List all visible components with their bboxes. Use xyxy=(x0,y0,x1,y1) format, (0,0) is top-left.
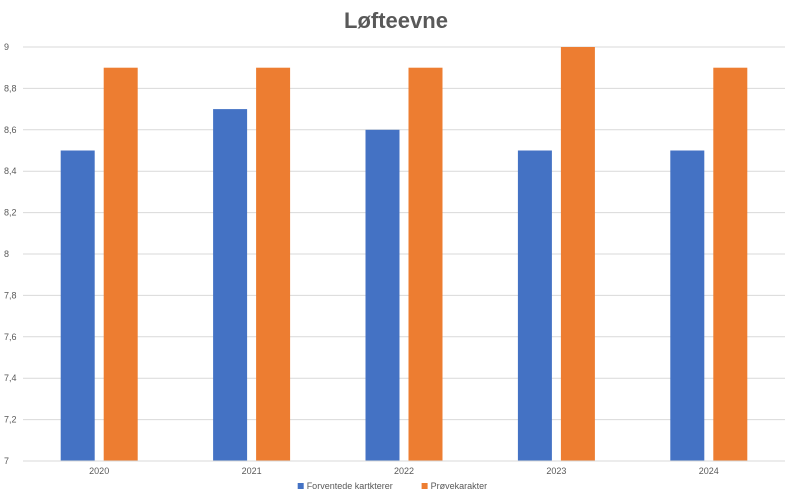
y-tick-label: 7 xyxy=(4,456,9,466)
y-tick-label: 8 xyxy=(4,249,9,259)
legend-swatch xyxy=(421,483,428,489)
bar-provekarakter-2023 xyxy=(560,47,595,461)
x-tick-label: 2020 xyxy=(89,466,109,476)
y-tick-label: 9 xyxy=(4,42,9,52)
legend-label: Forventede kartkterer xyxy=(307,481,393,491)
y-tick-label: 8,8 xyxy=(4,83,17,93)
gridlines xyxy=(23,46,785,421)
legend-entry: Prøvekarakter xyxy=(421,481,488,491)
x-tick-label: 2024 xyxy=(699,466,719,476)
bar-provekarakter-2024 xyxy=(713,67,748,461)
x-tick-label: 2022 xyxy=(394,466,414,476)
legend-label: Prøvekarakter xyxy=(431,481,488,491)
y-tick-label: 8,2 xyxy=(4,208,17,218)
legend-entry: Forventede kartkterer xyxy=(297,481,393,491)
bar-forventede-2021 xyxy=(213,109,248,461)
bar-provekarakter-2022 xyxy=(408,67,443,461)
bar-forventede-2024 xyxy=(670,150,705,461)
bar-forventede-2020 xyxy=(60,150,95,461)
x-tick-label: 2023 xyxy=(546,466,566,476)
legend: Forventede kartkterer Prøvekarakter xyxy=(297,481,488,491)
bar-forventede-2022 xyxy=(365,129,400,462)
y-tick-label: 7,4 xyxy=(4,373,17,383)
y-tick-label: 7,6 xyxy=(4,332,17,342)
y-axis: 7 7,2 7,4 7,6 7,8 8 8,2 8,4 8,6 8,8 9 xyxy=(4,42,17,466)
x-axis: 2020 2021 2022 2023 2024 xyxy=(23,460,785,476)
y-tick-label: 8,6 xyxy=(4,125,17,135)
y-tick-label: 7,2 xyxy=(4,415,17,425)
y-tick-label: 8,4 xyxy=(4,166,17,176)
bar-provekarakter-2020 xyxy=(103,67,138,461)
bar-forventede-2023 xyxy=(517,150,552,461)
bar-provekarakter-2021 xyxy=(256,67,291,461)
chart-title: Løfteevne xyxy=(344,8,448,33)
legend-swatch xyxy=(297,483,304,489)
x-tick-label: 2021 xyxy=(242,466,262,476)
bars xyxy=(60,47,748,462)
y-tick-label: 7,8 xyxy=(4,290,17,300)
